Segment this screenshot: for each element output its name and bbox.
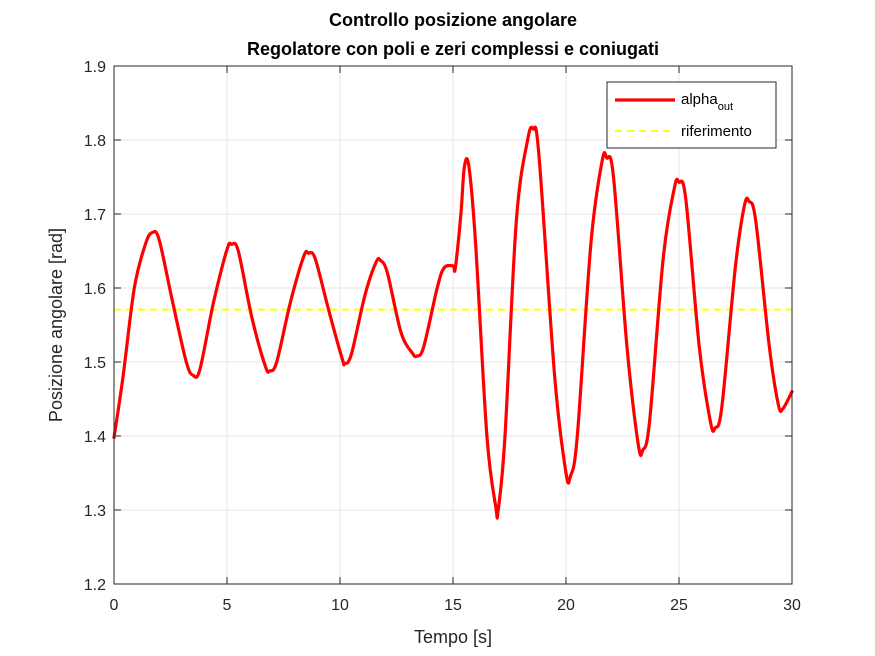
legend-label-reference: riferimento [681,123,752,140]
legend-box [606,81,777,149]
x-tick-label: 15 [444,597,462,614]
axes-box [113,65,793,585]
y-tick-label: 1.8 [84,133,106,150]
legend-label-alpha-base: alpha [681,91,718,108]
y-tick-label: 1.7 [84,207,106,224]
x-tick-label: 10 [331,597,349,614]
legend-label-alpha-sub: out [718,101,733,113]
x-tick-label: 5 [223,597,232,614]
y-axis-label: Posizione angolare [rad] [46,228,66,422]
alpha-out-line [112,125,794,520]
y-tick-label: 1.3 [84,503,106,520]
plot-lines [112,125,794,520]
legend-label-alpha-out: alphaout [681,91,733,113]
y-tick-label: 1.2 [84,577,106,594]
chart-subtitle: Regolatore con poli e zeri complessi e c… [247,39,659,59]
y-tick-label: 1.5 [84,355,106,372]
y-axis-ticks: 1.2 1.3 1.4 1.5 1.6 1.7 1.8 1.9 [84,59,792,594]
y-tick-label: 1.4 [84,429,106,446]
y-tick-label: 1.6 [84,281,106,298]
chart-title: Controllo posizione angolare [329,10,577,30]
x-tick-label: 20 [557,597,575,614]
x-tick-label: 30 [783,597,801,614]
x-tick-label: 0 [110,597,119,614]
y-tick-label: 1.9 [84,59,106,76]
legend: alphaout riferimento [606,81,777,149]
x-tick-label: 25 [670,597,688,614]
x-axis-label: Tempo [s] [414,627,492,647]
